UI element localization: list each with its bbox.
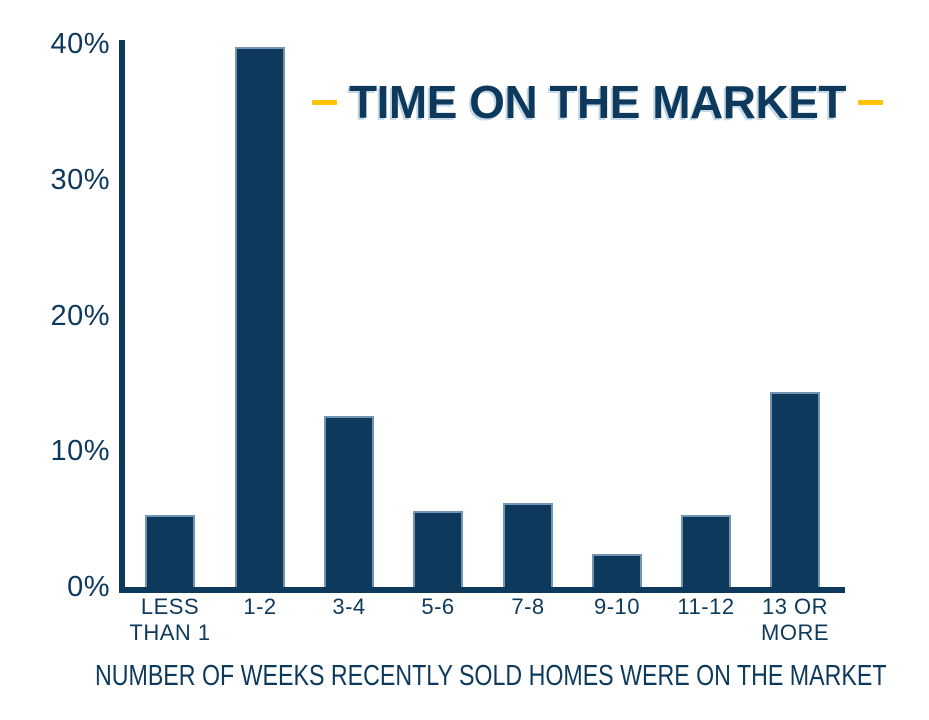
y-tick-label: 20% — [50, 300, 110, 332]
title-dash-right-icon — [857, 99, 883, 105]
y-axis-line — [119, 40, 125, 593]
x-tick-label: LESS THAN 1 — [129, 594, 211, 645]
bar — [235, 47, 285, 587]
bar — [503, 503, 553, 587]
bar — [681, 515, 731, 587]
y-tick-label: 0% — [67, 571, 110, 603]
x-axis-line — [119, 587, 845, 593]
x-tick-label: 13 OR MORE — [761, 594, 829, 645]
x-tick-label: 9-10 — [593, 594, 641, 619]
bar — [770, 392, 820, 587]
bar — [592, 554, 642, 587]
bar — [145, 515, 195, 587]
x-axis-caption: NUMBER OF WEEKS RECENTLY SOLD HOMES WERE… — [95, 660, 887, 692]
x-tick-label: 3-4 — [332, 594, 366, 619]
x-tick-label: 7-8 — [511, 594, 545, 619]
title-dash-left-icon — [312, 99, 337, 105]
chart-title: TIME ON THE MARKET — [349, 76, 846, 128]
y-tick-label: 10% — [50, 435, 110, 467]
chart-title-group: TIME ON THE MARKET — [300, 76, 895, 128]
x-tick-label: 11-12 — [677, 594, 735, 619]
x-tick-label: 5-6 — [421, 594, 455, 619]
y-tick-label: 30% — [50, 164, 110, 196]
bar — [324, 416, 374, 587]
x-tick-label: 1-2 — [243, 594, 277, 619]
bar — [413, 511, 463, 587]
y-tick-label: 40% — [50, 28, 110, 60]
